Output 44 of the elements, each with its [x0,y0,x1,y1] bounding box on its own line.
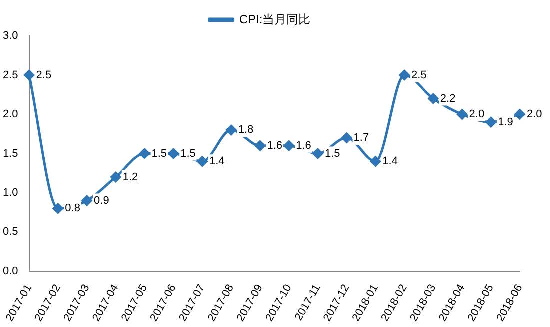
data-label: 2.0 [469,108,485,121]
data-label: 0.8 [65,202,80,215]
data-label: 1.6 [267,140,283,152]
data-label: 1.7 [354,132,370,144]
point [457,109,468,120]
point [312,148,324,159]
point [197,156,208,167]
point [24,70,35,80]
y-tick-label: 0.5 [2,226,18,238]
data-label: 1.6 [296,140,312,152]
point [110,172,122,183]
data-label: 1.8 [238,124,254,136]
point [168,148,179,159]
data-label: 1.5 [324,148,340,160]
point [52,203,64,214]
y-tick-label: 2.5 [2,69,18,82]
data-label: 1.4 [209,156,225,168]
point [486,117,496,128]
point [514,109,526,120]
data-label: 1.2 [122,171,138,184]
data-label: 1.5 [180,148,196,160]
data-label: 2.5 [36,69,52,82]
y-tick-label: 3.0 [2,30,18,42]
data-label: 2.5 [412,69,427,82]
point [342,132,352,144]
point [399,70,410,80]
point [140,148,150,159]
y-tick-label: 1.5 [2,148,18,160]
y-tick-label: 0.0 [2,265,18,278]
point [284,140,294,152]
data-label: 2.0 [527,108,542,121]
data-label: 1.9 [498,116,514,128]
data-label: 1.4 [382,156,398,168]
point [370,156,381,167]
data-label: 0.9 [94,194,110,207]
data-label: 1.5 [152,148,168,160]
point [254,140,266,152]
point [428,94,439,104]
data-label: 2.2 [440,92,456,105]
legend-label: CPI:当月同比 [239,12,311,26]
point [82,196,92,206]
y-tick-label: 2.0 [2,108,18,121]
y-tick-label: 1.0 [2,186,18,199]
point [226,124,237,136]
